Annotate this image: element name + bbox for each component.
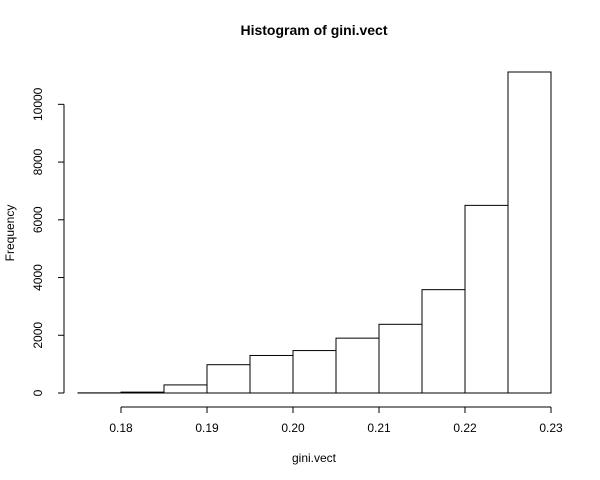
chart-title: Histogram of gini.vect xyxy=(240,22,387,38)
histogram-bar xyxy=(163,384,208,394)
y-tick-label: 10000 xyxy=(31,87,45,121)
histogram-bar xyxy=(206,364,251,394)
histogram-bar xyxy=(120,391,165,394)
x-tick-label: 0.20 xyxy=(281,421,305,435)
histogram-bar xyxy=(292,350,337,394)
x-axis-label: gini.vect xyxy=(292,451,337,465)
y-tick-label: 4000 xyxy=(31,264,45,291)
y-tick-label: 2000 xyxy=(31,322,45,349)
x-tick-label: 0.23 xyxy=(539,421,563,435)
x-tick-label: 0.18 xyxy=(109,421,133,435)
histogram-bar xyxy=(335,337,380,394)
histogram-bar xyxy=(464,204,509,394)
x-axis: 0.18 0.19 0.20 0.21 0.22 0.23 xyxy=(109,406,563,435)
y-axis-label: Frequency xyxy=(3,205,17,262)
histogram-bar xyxy=(421,289,466,394)
histogram-bars xyxy=(77,71,552,394)
histogram-bar xyxy=(507,71,552,394)
y-tick-label: 8000 xyxy=(31,148,45,175)
histogram-bar xyxy=(249,354,294,394)
y-axis: 0 2000 4000 6000 8000 10000 xyxy=(31,87,65,396)
y-tick-label: 0 xyxy=(31,389,45,396)
y-tick-label: 6000 xyxy=(31,206,45,233)
x-tick-label: 0.21 xyxy=(367,421,391,435)
histogram-bar xyxy=(378,323,423,394)
x-tick-label: 0.22 xyxy=(453,421,477,435)
x-tick-label: 0.19 xyxy=(195,421,219,435)
